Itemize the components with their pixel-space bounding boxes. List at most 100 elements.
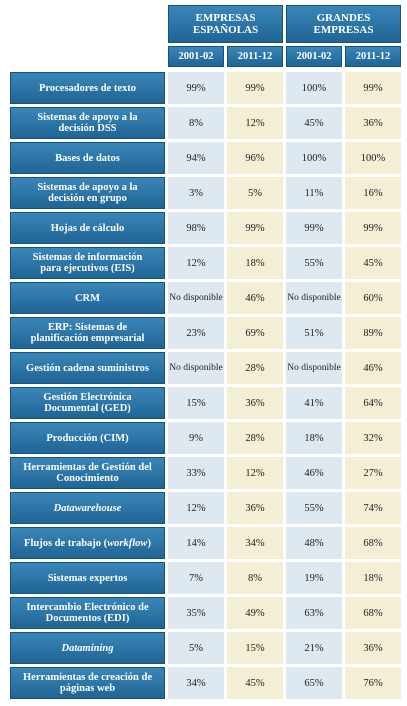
row-label: Flujos de trabajo (workflow) [10, 527, 165, 559]
value-cell: 99% [168, 72, 224, 104]
row-label: CRM [10, 282, 165, 314]
group-header: EMPRESAS ESPAÑOLAS [168, 5, 283, 43]
value-cell: 46% [345, 352, 401, 384]
row-label-text: Flujos de trabajo (workflow) [24, 538, 151, 549]
value-cell: 5% [168, 632, 224, 664]
row-label: Sistemas de información para ejecutivos … [10, 247, 165, 279]
value-cell: 51% [286, 317, 342, 349]
row-label: Sistemas expertos [10, 562, 165, 594]
value-cell: 63% [286, 597, 342, 629]
row-label: Intercambio Electrónico de Documentos (E… [10, 597, 165, 629]
value-cell: 28% [227, 352, 283, 384]
label-part: Flujos de trabajo ( [24, 537, 108, 549]
value-cell: 15% [168, 387, 224, 419]
row-label: Sistemas de apoyo a la decisión en grupo [10, 177, 165, 209]
value-cell: 15% [227, 632, 283, 664]
value-cell: 19% [286, 562, 342, 594]
value-cell: 8% [168, 107, 224, 139]
value-cell: 99% [227, 212, 283, 244]
value-cell: 100% [286, 142, 342, 174]
value-cell: 18% [345, 562, 401, 594]
value-cell: 99% [286, 212, 342, 244]
value-cell: No disponible [286, 282, 342, 314]
value-cell: 7% [168, 562, 224, 594]
value-cell: No disponible [286, 352, 342, 384]
value-cell: 100% [345, 142, 401, 174]
value-cell: 12% [168, 247, 224, 279]
value-cell: 12% [168, 492, 224, 524]
value-cell: 65% [286, 667, 342, 699]
value-cell: 33% [168, 457, 224, 489]
value-cell: 94% [168, 142, 224, 174]
row-label: Hojas de cálculo [10, 212, 165, 244]
value-cell: 9% [168, 422, 224, 454]
row-label: Gestión cadena suministros [10, 352, 165, 384]
value-cell: 12% [227, 107, 283, 139]
row-label: Datawarehouse [10, 492, 165, 524]
period-header: 2011-12 [345, 46, 401, 67]
value-cell: 45% [286, 107, 342, 139]
value-cell: 60% [345, 282, 401, 314]
value-cell: 99% [227, 72, 283, 104]
value-cell: 35% [168, 597, 224, 629]
value-cell: 27% [345, 457, 401, 489]
value-cell: 96% [227, 142, 283, 174]
value-cell: 76% [345, 667, 401, 699]
value-cell: 14% [168, 527, 224, 559]
value-cell: No disponible [168, 352, 224, 384]
value-cell: 68% [345, 527, 401, 559]
value-cell: 16% [345, 177, 401, 209]
value-cell: 41% [286, 387, 342, 419]
value-cell: 45% [345, 247, 401, 279]
label-part: ) [147, 537, 151, 549]
value-cell: 5% [227, 177, 283, 209]
period-header: 2001-02 [168, 46, 224, 67]
row-label: Sistemas de apoyo a la decisión DSS [10, 107, 165, 139]
value-cell: 48% [286, 527, 342, 559]
row-label: Herramientas de Gestión del Conocimiento [10, 457, 165, 489]
value-cell: No disponible [168, 282, 224, 314]
value-cell: 36% [345, 632, 401, 664]
value-cell: 68% [345, 597, 401, 629]
value-cell: 3% [168, 177, 224, 209]
value-cell: 11% [286, 177, 342, 209]
value-cell: 46% [227, 282, 283, 314]
row-label: ERP: Sistemas de planificación empresari… [10, 317, 165, 349]
value-cell: 55% [286, 492, 342, 524]
value-cell: 18% [227, 247, 283, 279]
row-label: Bases de datos [10, 142, 165, 174]
value-cell: 34% [168, 667, 224, 699]
value-cell: 74% [345, 492, 401, 524]
value-cell: 100% [286, 72, 342, 104]
value-cell: 89% [345, 317, 401, 349]
period-header: 2001-02 [286, 46, 342, 67]
value-cell: 99% [345, 212, 401, 244]
value-cell: 98% [168, 212, 224, 244]
value-cell: 36% [227, 387, 283, 419]
value-cell: 28% [227, 422, 283, 454]
group-header: GRANDES EMPRESAS [286, 5, 401, 43]
row-label: Procesadores de texto [10, 72, 165, 104]
value-cell: 36% [345, 107, 401, 139]
row-label: Herramientas de creación de páginas web [10, 667, 165, 699]
row-label: Datamining [10, 632, 165, 664]
value-cell: 36% [227, 492, 283, 524]
label-part: workflow [107, 537, 148, 549]
value-cell: 34% [227, 527, 283, 559]
value-cell: 55% [286, 247, 342, 279]
period-header: 2011-12 [227, 46, 283, 67]
value-cell: 21% [286, 632, 342, 664]
value-cell: 12% [227, 457, 283, 489]
value-cell: 18% [286, 422, 342, 454]
value-cell: 45% [227, 667, 283, 699]
value-cell: 46% [286, 457, 342, 489]
value-cell: 32% [345, 422, 401, 454]
value-cell: 99% [345, 72, 401, 104]
value-cell: 64% [345, 387, 401, 419]
row-label: Producción (CIM) [10, 422, 165, 454]
row-label: Gestión Electrónica Documental (GED) [10, 387, 165, 419]
value-cell: 23% [168, 317, 224, 349]
value-cell: 8% [227, 562, 283, 594]
value-cell: 49% [227, 597, 283, 629]
